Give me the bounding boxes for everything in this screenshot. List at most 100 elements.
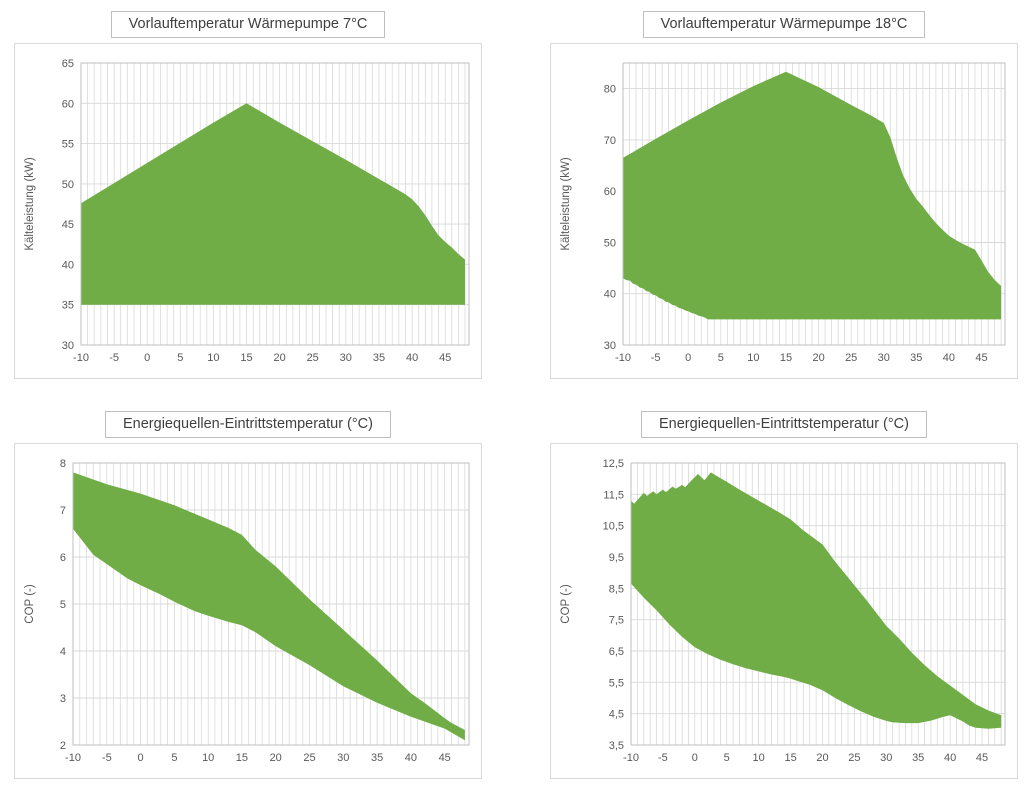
svg-text:6: 6 <box>60 552 66 564</box>
plot-border <box>622 62 1006 346</box>
svg-text:5: 5 <box>60 599 66 611</box>
y-axis-title: COP (-) <box>24 584 36 624</box>
y-axis-labels: 30 35 40 45 50 55 60 65 <box>62 58 74 352</box>
chart-title-row-3: Energiequellen-Eintrittstemperatur (°C) <box>550 411 1018 441</box>
svg-text:25: 25 <box>848 752 860 764</box>
svg-text:-5: -5 <box>102 752 112 764</box>
svg-text:-10: -10 <box>623 752 639 764</box>
chart-title-row-0: Vorlauftemperatur Wärmepumpe 7°C <box>14 11 482 41</box>
chart-cell-cop-18c: Energiequellen-Eintrittstemperatur (°C) … <box>516 400 1033 800</box>
performance-area <box>631 472 1002 729</box>
y-axis-title: Kälteleistung (kW) <box>24 157 36 250</box>
svg-text:65: 65 <box>62 58 74 70</box>
svg-text:70: 70 <box>604 135 616 147</box>
chart-frame-vorlauf-18c: -10 -5 0 5 10 15 20 25 30 35 40 45 30 40 50 60 70 80 Kälte… <box>550 43 1018 379</box>
svg-text:20: 20 <box>816 752 828 764</box>
svg-text:30: 30 <box>340 352 352 364</box>
svg-text:35: 35 <box>910 352 922 364</box>
svg-text:-10: -10 <box>65 752 81 764</box>
svg-text:30: 30 <box>878 352 890 364</box>
y-axis-labels: 3,5 4,5 5,5 6,5 7,5 8,5 9,5 10,5 11,5 12,5 <box>603 458 624 752</box>
svg-text:10: 10 <box>202 752 214 764</box>
svg-text:50: 50 <box>604 238 616 250</box>
svg-text:5: 5 <box>171 752 177 764</box>
chart-cell-cop-7c: Energiequellen-Eintrittstemperatur (°C) … <box>0 400 516 800</box>
svg-text:30: 30 <box>337 752 349 764</box>
chart-title-cop-18c: Energiequellen-Eintrittstemperatur (°C) <box>641 411 927 438</box>
svg-text:35: 35 <box>371 752 383 764</box>
svg-text:-10: -10 <box>73 352 89 364</box>
x-axis-labels: -10 -5 0 5 10 15 20 25 30 35 40 45 <box>65 752 451 764</box>
plot-border <box>80 62 470 346</box>
svg-text:40: 40 <box>406 352 418 364</box>
chart-title-row-1: Vorlauftemperatur Wärmepumpe 18°C <box>550 11 1018 41</box>
svg-text:4,5: 4,5 <box>609 709 624 721</box>
svg-text:25: 25 <box>307 352 319 364</box>
svg-text:60: 60 <box>62 98 74 110</box>
svg-text:60: 60 <box>604 186 616 198</box>
svg-text:80: 80 <box>604 84 616 96</box>
chart-cell-vorlauf-18c: Vorlauftemperatur Wärmepumpe 18°C -10 -5 0… <box>516 0 1033 400</box>
svg-text:10: 10 <box>752 752 764 764</box>
svg-text:3: 3 <box>60 693 66 705</box>
svg-text:0: 0 <box>144 352 150 364</box>
svg-text:7: 7 <box>60 505 66 517</box>
chart-inner-0: Vorlauftemperatur Wärmepumpe 7°C -10 -5 0 5… <box>14 11 482 379</box>
chart-title-row-2: Energiequellen-Eintrittstemperatur (°C) <box>14 411 482 441</box>
svg-text:12,5: 12,5 <box>603 458 624 470</box>
chart-cell-vorlauf-7c: Vorlauftemperatur Wärmepumpe 7°C -10 -5 0 5… <box>0 0 516 400</box>
svg-text:45: 45 <box>439 352 451 364</box>
svg-text:0: 0 <box>685 352 691 364</box>
chart-frame-cop-7c: -10 -5 0 5 10 15 20 25 30 35 40 45 2 3 4 5 6 7 8 COP (-) <box>14 443 482 779</box>
svg-text:5: 5 <box>724 752 730 764</box>
svg-text:35: 35 <box>373 352 385 364</box>
svg-text:25: 25 <box>845 352 857 364</box>
chart-inner-3: Energiequellen-Eintrittstemperatur (°C) … <box>550 411 1018 779</box>
svg-text:30: 30 <box>62 340 74 352</box>
svg-text:55: 55 <box>62 139 74 151</box>
performance-area <box>623 71 1002 320</box>
svg-text:3,5: 3,5 <box>609 740 624 752</box>
performance-area <box>81 103 465 305</box>
svg-text:7,5: 7,5 <box>609 615 624 627</box>
x-axis-labels: -10 -5 0 5 10 15 20 25 30 35 40 45 <box>623 752 988 764</box>
svg-text:0: 0 <box>692 752 698 764</box>
svg-text:5: 5 <box>718 352 724 364</box>
svg-text:20: 20 <box>273 352 285 364</box>
svg-text:25: 25 <box>303 752 315 764</box>
x-axis-labels: -10 -5 0 5 10 15 20 25 30 35 40 45 <box>73 352 451 364</box>
area-chart-vorlauf-18c: -10 -5 0 5 10 15 20 25 30 35 40 45 30 40 50 60 70 80 Kälte… <box>560 62 1006 364</box>
plot-border <box>72 462 470 746</box>
svg-text:10,5: 10,5 <box>603 521 624 533</box>
svg-text:40: 40 <box>604 289 616 301</box>
svg-text:9,5: 9,5 <box>609 552 624 564</box>
chart-title-vorlauf-7c: Vorlauftemperatur Wärmepumpe 7°C <box>110 11 386 38</box>
svg-text:35: 35 <box>62 300 74 312</box>
chart-title-vorlauf-18c: Vorlauftemperatur Wärmepumpe 18°C <box>642 11 926 38</box>
svg-text:15: 15 <box>240 352 252 364</box>
svg-text:50: 50 <box>62 179 74 191</box>
chart-inner-1: Vorlauftemperatur Wärmepumpe 18°C -10 -5 0… <box>550 11 1018 379</box>
svg-text:45: 45 <box>976 752 988 764</box>
svg-text:4: 4 <box>60 646 66 658</box>
svg-text:6,5: 6,5 <box>609 646 624 658</box>
svg-text:8,5: 8,5 <box>609 583 624 595</box>
svg-text:5: 5 <box>177 352 183 364</box>
svg-text:-5: -5 <box>109 352 119 364</box>
svg-text:40: 40 <box>943 352 955 364</box>
y-axis-title: COP (-) <box>560 584 572 624</box>
plot-border <box>630 462 1006 746</box>
area-chart-vorlauf-7c: -10 -5 0 5 10 15 20 25 30 35 40 45 30 35 40 45 50 55 60 65 K… <box>24 58 470 364</box>
svg-text:45: 45 <box>975 352 987 364</box>
chart-inner-2: Energiequellen-Eintrittstemperatur (°C) … <box>14 411 482 779</box>
svg-text:40: 40 <box>62 259 74 271</box>
svg-text:15: 15 <box>784 752 796 764</box>
svg-text:40: 40 <box>405 752 417 764</box>
svg-text:45: 45 <box>439 752 451 764</box>
y-axis-labels: 30 40 50 60 70 80 <box>604 84 616 352</box>
chart-frame-cop-18c: -10 -5 0 5 10 15 20 25 30 35 40 45 3,5 4,5 5,5 6,5 7,5 8,… <box>550 443 1018 779</box>
svg-text:35: 35 <box>912 752 924 764</box>
svg-text:30: 30 <box>604 340 616 352</box>
